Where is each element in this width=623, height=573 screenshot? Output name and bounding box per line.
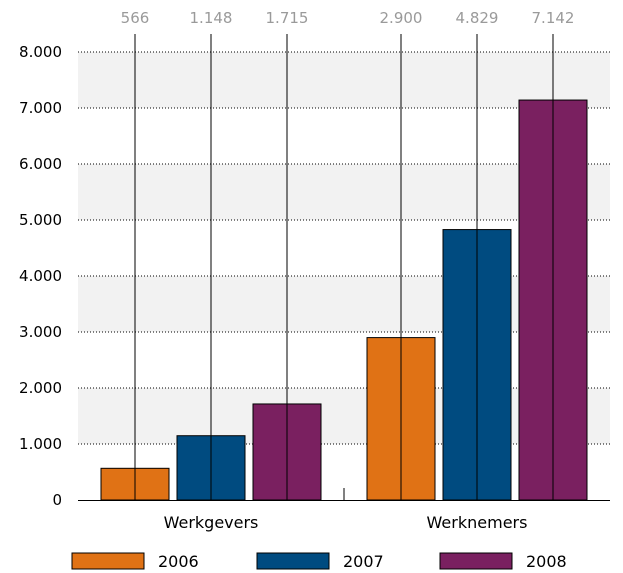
value-lines (134, 34, 554, 500)
value-label: 1.715 (266, 9, 309, 27)
category-label: Werkgevers (164, 513, 259, 532)
legend: 2006 2007 2008 (71, 552, 567, 571)
value-label: 1.148 (190, 9, 233, 27)
y-tick-label: 5.000 (19, 211, 62, 229)
y-tick-label: 4.000 (19, 267, 62, 285)
category-label: Werknemers (427, 513, 528, 532)
y-tick-label: 8.000 (19, 43, 62, 61)
value-label: 4.829 (456, 9, 499, 27)
legend-label: 2006 (158, 552, 199, 571)
y-tick-label: 1.000 (19, 435, 62, 453)
value-label: 2.900 (380, 9, 423, 27)
y-tick-label: 2.000 (19, 379, 62, 397)
value-label: 566 (121, 9, 150, 27)
value-labels: 566 1.148 1.715 2.900 4.829 7.142 (121, 9, 575, 27)
y-tick-label: 3.000 (19, 323, 62, 341)
y-axis-ticks: 0 1.000 2.000 3.000 4.000 5.000 6.000 7.000 8.00… (19, 43, 62, 509)
grid-band (78, 52, 610, 108)
y-tick-label: 6.000 (19, 155, 62, 173)
legend-label: 2007 (343, 552, 384, 571)
category-labels: Werkgevers Werknemers (164, 513, 528, 532)
legend-swatch (71, 552, 145, 570)
y-tick-label: 7.000 (19, 99, 62, 117)
y-tick-label: 0 (52, 491, 62, 509)
legend-swatch (439, 552, 513, 570)
legend-swatch (256, 552, 330, 570)
legend-label: 2008 (526, 552, 567, 571)
x-axis (78, 488, 610, 501)
value-label: 7.142 (532, 9, 575, 27)
